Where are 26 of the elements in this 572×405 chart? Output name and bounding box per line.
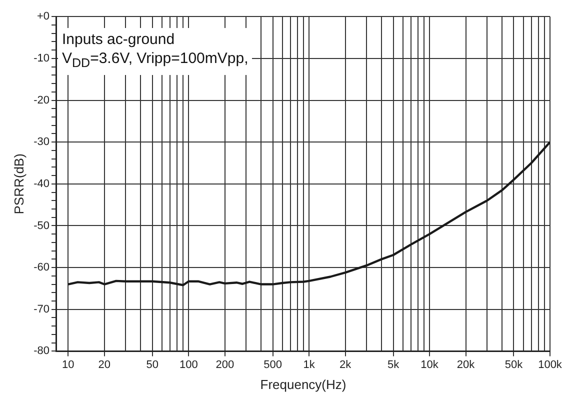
x-tick-label: 2k xyxy=(340,358,352,371)
y-tick-label: -60 xyxy=(34,262,50,274)
y-tick-label: -30 xyxy=(34,136,50,148)
y-tick-label: -10 xyxy=(34,52,50,64)
x-tick-label: 1k xyxy=(303,358,316,371)
x-tick-label: 20k xyxy=(456,358,476,371)
x-tick-label: 20 xyxy=(98,358,111,371)
y-tick-label: -50 xyxy=(34,220,50,232)
annotation: V$_{DD}$=3.6V, Vripp=100mVpp, xyxy=(62,49,248,72)
x-tick-label: 500 xyxy=(264,358,282,371)
x-axis-title: Frequency(Hz) xyxy=(260,376,346,392)
y-tick-label: -40 xyxy=(34,178,50,190)
annotation: Inputs ac-ground xyxy=(62,30,176,49)
y-tick-label: -80 xyxy=(34,345,50,358)
x-tick-label: 100k xyxy=(538,358,562,371)
x-tick-label: 50k xyxy=(504,358,524,371)
x-tick-label: 50 xyxy=(146,358,158,371)
x-tick-label: 200 xyxy=(216,358,234,371)
y-tick-label: -20 xyxy=(34,94,50,106)
x-tick-label: 100 xyxy=(179,358,198,371)
y-tick-label: +0 xyxy=(36,10,50,23)
y-axis-title: PSRR(dB) xyxy=(11,154,26,214)
x-tick-label: 5k xyxy=(387,358,400,371)
x-tick-label: 10k xyxy=(420,358,439,371)
x-tick-label: 10 xyxy=(62,358,74,371)
y-tick-label: -70 xyxy=(34,303,50,316)
